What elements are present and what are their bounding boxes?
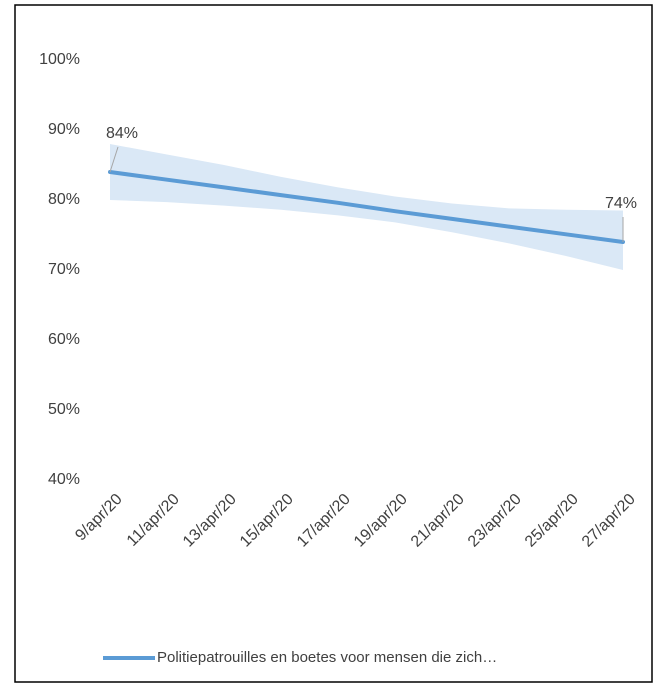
x-tick-label: 13/apr/20	[180, 491, 240, 551]
x-tick-label: 27/apr/20	[579, 491, 639, 551]
data-label: 74%	[605, 195, 637, 212]
y-tick-label: 70%	[48, 261, 80, 278]
data-label: 84%	[106, 125, 138, 142]
x-tick-label: 25/apr/20	[522, 491, 582, 551]
x-tick-label: 23/apr/20	[465, 491, 525, 551]
y-tick-label: 100%	[39, 51, 80, 68]
y-tick-label: 90%	[48, 121, 80, 138]
x-tick-label: 15/apr/20	[237, 491, 297, 551]
line	[108, 170, 625, 244]
label-leader	[109, 146, 119, 173]
y-tick-label: 50%	[48, 401, 80, 418]
chart-frame	[14, 4, 653, 683]
x-tick-label: 17/apr/20	[294, 491, 354, 551]
x-tick-label: 11/apr/20	[124, 491, 183, 550]
x-tick-label: 19/apr/20	[351, 491, 411, 551]
y-tick-label: 60%	[48, 331, 80, 348]
y-tick-label: 80%	[48, 191, 80, 208]
y-tick-label: 40%	[48, 471, 80, 488]
x-tick-label: 9/apr/20	[72, 491, 126, 545]
x-tick-label: 21/apr/20	[408, 491, 468, 551]
legend-label: Politiepatrouilles en boetes voor mensen…	[157, 649, 497, 666]
